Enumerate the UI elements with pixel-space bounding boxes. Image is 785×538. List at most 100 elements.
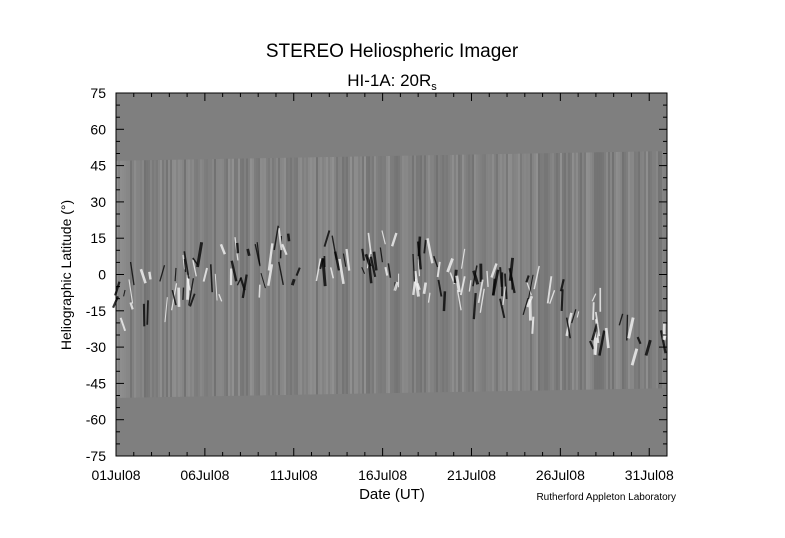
x-tick-label: 06Jul08: [180, 467, 229, 483]
data-feature: [277, 227, 283, 251]
data-feature: [627, 317, 635, 339]
data-feature: [549, 290, 556, 304]
data-feature: [281, 243, 288, 256]
data-feature: [182, 255, 186, 270]
data-feature: [630, 348, 639, 366]
data-feature: [442, 291, 447, 312]
data-feature: [477, 279, 484, 304]
y-axis-label: Heliographic Latitude (°): [58, 200, 74, 350]
y-tick-label: -60: [86, 412, 106, 428]
data-feature: [416, 241, 422, 270]
data-feature: [531, 316, 535, 334]
data-feature: [146, 300, 149, 325]
x-tick-label: 16Jul08: [358, 467, 407, 483]
data-feature: [472, 292, 477, 320]
data-feature: [290, 278, 296, 286]
data-feature: [258, 284, 261, 298]
data-feature: [502, 286, 506, 306]
data-feature: [267, 264, 274, 286]
data-feature: [533, 265, 540, 290]
data-feature: [364, 253, 372, 267]
data-streaks: [112, 151, 667, 398]
data-feature: [183, 251, 190, 279]
data-feature: [499, 298, 506, 319]
data-feature: [192, 260, 197, 277]
data-feature: [626, 314, 629, 341]
data-feature: [486, 270, 489, 287]
data-feature: [342, 253, 347, 267]
y-tick-label: 15: [90, 230, 106, 246]
chart-subtitle: HI-1A: 20Rs: [347, 71, 437, 93]
y-tick-label: 75: [90, 85, 106, 101]
data-feature: [504, 273, 508, 300]
data-feature: [171, 289, 177, 306]
plot-area: [112, 92, 668, 457]
x-axis-label: Date (UT): [359, 486, 425, 503]
data-feature: [164, 297, 168, 323]
data-feature: [456, 290, 462, 311]
data-feature: [219, 243, 226, 255]
subtitle-subscript: s: [431, 81, 437, 93]
data-feature: [361, 248, 366, 261]
data-feature: [256, 242, 261, 267]
subtitle-main: HI-1A: 20R: [347, 71, 431, 90]
y-tick-label: -30: [86, 339, 106, 355]
x-axis: 01Jul08 06Jul08 11Jul08 16Jul08 21Jul08 26Jul…: [91, 93, 674, 483]
data-feature: [393, 281, 399, 292]
data-feature: [526, 281, 533, 296]
data-feature: [345, 248, 351, 271]
data-feature: [295, 267, 301, 276]
y-tick-label: -75: [86, 448, 106, 464]
data-feature: [129, 261, 135, 286]
data-feature: [196, 242, 204, 268]
data-feature: [560, 289, 564, 312]
data-feature: [148, 271, 152, 280]
data-feature: [546, 276, 553, 304]
data-feature: [472, 270, 480, 285]
x-tick-label: 26Jul08: [536, 467, 585, 483]
data-feature: [659, 330, 667, 354]
data-feature: [241, 274, 248, 299]
y-tick-label: 0: [98, 267, 106, 283]
data-feature: [525, 275, 530, 283]
data-feature: [446, 257, 454, 273]
data-feature: [202, 267, 208, 282]
data-feature: [592, 302, 595, 320]
data-feature: [508, 267, 516, 294]
data-feature: [522, 298, 529, 316]
data-feature: [644, 339, 652, 356]
data-feature: [338, 258, 345, 285]
data-feature: [417, 256, 421, 277]
data-feature: [436, 261, 441, 278]
data-feature: [235, 242, 240, 254]
data-feature: [188, 278, 195, 306]
data-feature: [214, 273, 218, 301]
data-feature: [588, 340, 595, 350]
data-feature: [321, 258, 327, 287]
data-feature: [318, 258, 325, 270]
data-feature: [331, 235, 338, 260]
data-feature: [218, 293, 223, 302]
data-feature: [422, 282, 428, 295]
data-feature: [278, 261, 284, 285]
data-feature: [260, 272, 266, 289]
data-feature: [390, 232, 398, 247]
data-feature: [315, 258, 322, 282]
data-feature: [559, 279, 565, 292]
y-tick-label: -15: [86, 303, 106, 319]
data-feature: [128, 279, 134, 304]
y-tick-label: 30: [90, 194, 106, 210]
data-feature: [119, 317, 127, 332]
data-feature: [527, 274, 534, 300]
x-tick-label: 31Jul08: [625, 467, 674, 483]
x-tick-label: 01Jul08: [91, 467, 140, 483]
data-feature: [598, 330, 606, 356]
data-feature: [159, 265, 166, 282]
data-feature: [182, 287, 185, 300]
data-feature: [384, 266, 389, 276]
data-feature: [427, 292, 431, 303]
data-feature: [412, 253, 416, 282]
data-feature: [594, 311, 601, 337]
data-feature: [267, 243, 274, 271]
